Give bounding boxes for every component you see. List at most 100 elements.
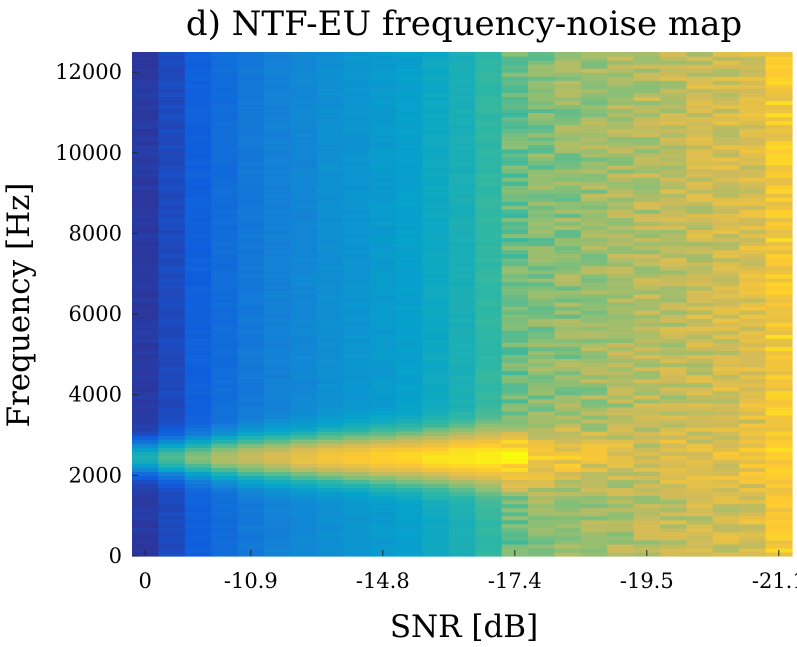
heatmap-cell: [422, 281, 450, 287]
heatmap-cell: [765, 306, 793, 311]
heatmap-cell: [554, 310, 582, 315]
heatmap-cell: [528, 209, 555, 214]
heatmap-cell: [528, 152, 555, 158]
heatmap-cell: [660, 160, 687, 166]
heatmap-cell: [501, 527, 529, 533]
heatmap-cell: [132, 164, 159, 170]
heatmap-cell: [316, 148, 344, 154]
heatmap-cell: [343, 56, 371, 61]
heatmap-cell: [343, 410, 371, 416]
heatmap-cell: [712, 96, 740, 101]
heatmap-cell: [237, 491, 265, 497]
heatmap-cell: [316, 354, 344, 360]
heatmap-cell: [660, 64, 687, 69]
heatmap-cell: [528, 451, 555, 456]
heatmap-cell: [184, 269, 212, 275]
heatmap-cell: [396, 342, 423, 347]
heatmap-cell: [211, 265, 239, 271]
heatmap-cell: [475, 249, 503, 255]
heatmap-cell: [396, 209, 423, 214]
heatmap-cell: [739, 181, 767, 186]
heatmap-cell: [739, 398, 767, 404]
heatmap-cell: [290, 132, 318, 138]
heatmap-cell: [633, 144, 661, 150]
heatmap-cell: [396, 144, 423, 150]
heatmap-cell: [132, 148, 159, 154]
heatmap-cell: [132, 398, 159, 404]
heatmap-cell: [158, 176, 186, 182]
heatmap-cell: [739, 390, 767, 396]
heatmap-cell: [448, 56, 476, 61]
heatmap-cell: [369, 164, 397, 170]
heatmap-cell: [132, 60, 159, 65]
heatmap-cell: [343, 459, 371, 464]
heatmap-cell: [580, 72, 608, 77]
heatmap-cell: [132, 168, 159, 174]
heatmap-cell: [765, 511, 793, 517]
heatmap-cell: [528, 443, 555, 448]
heatmap-cell: [554, 176, 582, 182]
heatmap-cell: [343, 277, 371, 283]
heatmap-cell: [607, 447, 635, 452]
heatmap-cell: [712, 76, 740, 81]
heatmap-cell: [633, 176, 661, 182]
heatmap-cell: [528, 100, 555, 106]
heatmap-cell: [633, 160, 661, 166]
heatmap-cell: [132, 406, 159, 412]
heatmap-cell: [554, 181, 582, 186]
heatmap-cell: [290, 511, 318, 517]
heatmap-cell: [369, 88, 397, 93]
heatmap-cell: [528, 479, 555, 485]
heatmap-cell: [712, 140, 740, 146]
heatmap-cell: [686, 350, 714, 355]
heatmap-cell: [528, 402, 555, 408]
heatmap-cell: [554, 116, 582, 122]
heatmap-cell: [264, 197, 291, 202]
heatmap-cell: [528, 201, 555, 206]
heatmap-cell: [290, 350, 318, 355]
heatmap-cell: [580, 318, 608, 323]
heatmap-cell: [290, 136, 318, 142]
heatmap-cell: [448, 261, 476, 267]
heatmap-cell: [607, 265, 635, 271]
heatmap-cell: [686, 229, 714, 235]
heatmap-cell: [132, 463, 159, 468]
heatmap-cell: [475, 342, 503, 347]
heatmap-cell: [211, 499, 239, 505]
heatmap-cell: [765, 148, 793, 154]
heatmap-cell: [448, 233, 476, 239]
heatmap-cell: [448, 205, 476, 210]
heatmap-cell: [712, 354, 740, 360]
heatmap-cell: [686, 495, 714, 501]
heatmap-cell: [184, 439, 212, 444]
heatmap-cell: [501, 217, 529, 222]
heatmap-cell: [396, 285, 423, 291]
heatmap-cell: [633, 140, 661, 146]
heatmap-cell: [184, 293, 212, 299]
heatmap-cell: [607, 205, 635, 210]
heatmap-cell: [343, 398, 371, 404]
heatmap-cell: [528, 507, 555, 513]
heatmap-cell: [528, 172, 555, 178]
heatmap-cell: [184, 68, 212, 73]
heatmap-cell: [237, 52, 265, 57]
heatmap-cell: [475, 483, 503, 489]
y-tick-label: 4000: [69, 383, 122, 407]
heatmap-cell: [132, 342, 159, 347]
heatmap-cell: [475, 463, 503, 468]
heatmap-cell: [422, 354, 450, 360]
heatmap-cell: [290, 172, 318, 178]
heatmap-cell: [712, 535, 740, 541]
heatmap-cell: [607, 358, 635, 364]
heatmap-cell: [448, 499, 476, 505]
heatmap-cell: [528, 346, 555, 351]
heatmap-cell: [739, 116, 767, 122]
heatmap-cell: [475, 334, 503, 339]
heatmap-cell: [475, 72, 503, 77]
heatmap-cell: [211, 507, 239, 513]
heatmap-cell: [316, 297, 344, 303]
heatmap-cell: [554, 483, 582, 489]
heatmap-cell: [422, 124, 450, 130]
heatmap-cell: [184, 334, 212, 339]
heatmap-cell: [501, 140, 529, 146]
